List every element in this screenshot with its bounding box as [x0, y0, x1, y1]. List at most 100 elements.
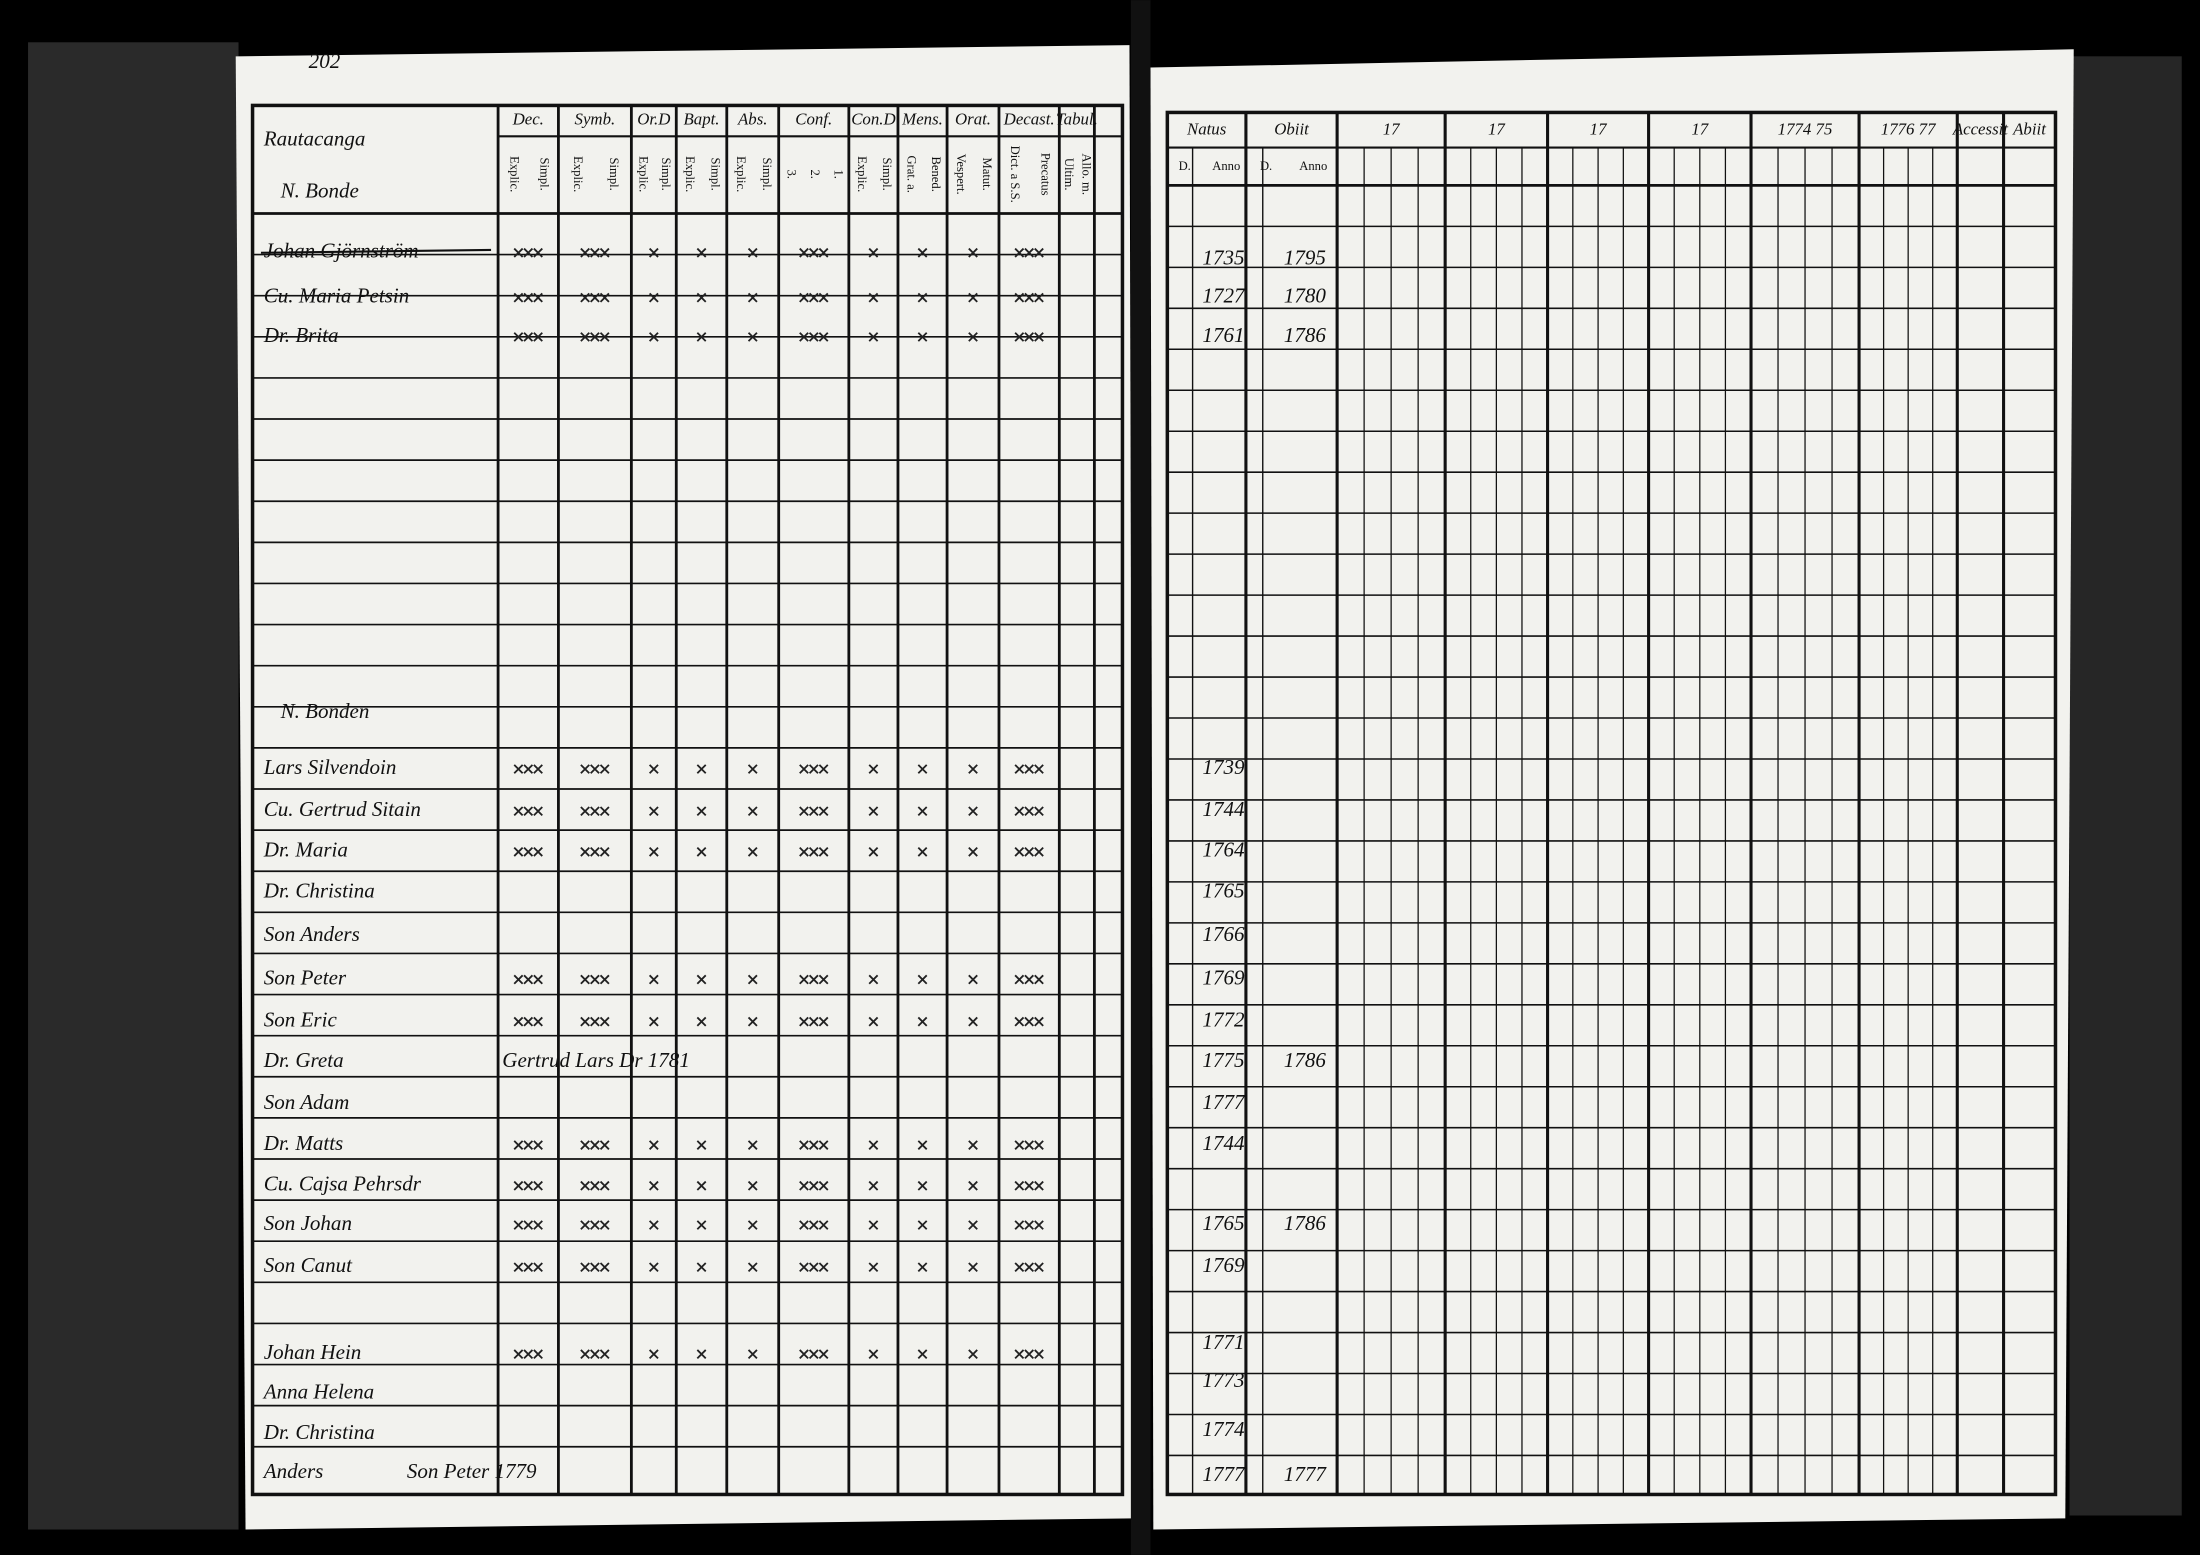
ink-mark: [599, 1220, 610, 1230]
ink-mark: [917, 292, 928, 303]
person-name: Dr. Maria: [263, 838, 348, 862]
ink-mark: [599, 1349, 610, 1360]
column-header: Mens.: [901, 110, 943, 129]
entry-note: Son Peter 1779: [407, 1459, 537, 1483]
person-name: Cu. Gertrud Sitain: [264, 797, 421, 821]
ink-mark: [917, 806, 928, 817]
ink-mark: [513, 332, 524, 342]
ink-mark: [648, 1220, 659, 1230]
person-name: Lars Silvendoin: [263, 755, 397, 779]
ink-mark: [868, 847, 879, 857]
ink-mark: [1024, 247, 1034, 258]
ink-mark: [696, 1349, 707, 1360]
ink-mark: [917, 1180, 928, 1191]
ink-mark: [1014, 1016, 1025, 1027]
column-subheader: Explic.: [571, 156, 585, 192]
ink-mark: [917, 1220, 928, 1230]
ink-mark: [590, 1262, 600, 1273]
ink-mark: [1014, 292, 1025, 303]
ink-mark: [599, 292, 610, 303]
right-page: [1150, 49, 2074, 1530]
ink-mark: [590, 332, 600, 342]
person-name: Son Anders: [264, 922, 360, 946]
birth-year: 1769: [1202, 965, 1245, 989]
column-subheader: Simpl.: [760, 158, 774, 191]
left-register: 202 Rautacanga N. Bonde N. Bonden Dec. Explic…: [250, 49, 1125, 1497]
ink-mark: [1024, 847, 1034, 857]
ink-mark: [523, 1140, 534, 1150]
ink-mark: [648, 974, 659, 985]
person-name: Anna Helena: [262, 1379, 374, 1403]
ink-mark: [590, 1220, 600, 1230]
ink-mark: [648, 247, 659, 258]
ink-mark: [696, 1140, 707, 1150]
ink-mark: [533, 332, 543, 342]
right-register: Natus Obiit 17 17 17 17 1774 75 1776 77 Accessit…: [1165, 110, 2058, 1497]
ink-mark: [533, 292, 543, 303]
ink-mark: [1014, 764, 1025, 774]
ink-mark: [868, 247, 879, 258]
ink-mark: [818, 974, 829, 985]
ink-mark: [1034, 1180, 1044, 1191]
birth-year: 1744: [1202, 1131, 1245, 1155]
ink-mark: [1014, 847, 1025, 857]
ink-mark: [513, 1262, 524, 1273]
ink-mark: [917, 764, 928, 774]
ink-mark: [1014, 974, 1025, 985]
ink-mark: [818, 1349, 829, 1360]
ink-mark: [1034, 332, 1044, 342]
ink-mark: [523, 1220, 534, 1230]
ink-mark: [747, 332, 758, 342]
ink-mark: [1014, 806, 1025, 817]
person-name: Johan Gjörnström: [264, 239, 419, 263]
ink-mark: [799, 847, 809, 857]
ink-mark: [580, 1180, 590, 1191]
column-subheader: Explic.: [683, 156, 697, 192]
column-header: Abiit: [2012, 120, 2047, 139]
ink-mark: [599, 806, 610, 817]
ink-mark: [590, 806, 600, 817]
death-year: 1780: [1284, 283, 1327, 307]
ink-mark: [523, 847, 534, 857]
ink-mark: [868, 974, 879, 985]
ink-mark: [648, 1180, 659, 1191]
ink-mark: [1014, 1262, 1025, 1273]
birth-year: 1775: [1202, 1048, 1244, 1072]
ink-mark: [1014, 1220, 1025, 1230]
ink-mark: [648, 847, 659, 857]
column-header: Or.D: [637, 110, 670, 129]
ink-mark: [968, 847, 978, 857]
column-subheader: Explic.: [855, 156, 869, 192]
ink-mark: [968, 1220, 978, 1230]
birth-year: 1735: [1202, 246, 1244, 270]
ink-mark: [747, 1180, 758, 1191]
ink-mark: [799, 1349, 809, 1360]
ink-mark: [533, 1016, 543, 1027]
ink-mark: [533, 974, 543, 985]
ink-mark: [968, 1180, 978, 1191]
ink-mark: [599, 974, 610, 985]
column-subheader: 1.: [831, 169, 845, 178]
ink-mark: [747, 247, 758, 258]
birth-year: 1739: [1202, 755, 1245, 779]
ink-mark: [1024, 1140, 1034, 1150]
column-subheader: Explic.: [507, 156, 521, 192]
ink-mark: [513, 847, 524, 857]
person-name: Dr. Christina: [263, 1420, 375, 1444]
column-subheader: D.: [1260, 159, 1272, 173]
birth-year: 1774: [1202, 1417, 1245, 1441]
ink-mark: [818, 332, 829, 342]
ink-mark: [917, 1140, 928, 1150]
ink-mark: [747, 806, 758, 817]
column-header: Con.D: [851, 110, 895, 129]
ink-mark: [1014, 332, 1025, 342]
ink-mark: [648, 1140, 659, 1150]
parish-name: Rautacanga: [263, 126, 366, 150]
column-subheader: Anno: [1212, 159, 1240, 173]
ink-mark: [799, 1220, 809, 1230]
ink-mark: [590, 1016, 600, 1027]
person-name: Son Johan: [264, 1211, 352, 1235]
ink-mark: [808, 1016, 819, 1027]
ink-mark: [808, 1262, 819, 1273]
